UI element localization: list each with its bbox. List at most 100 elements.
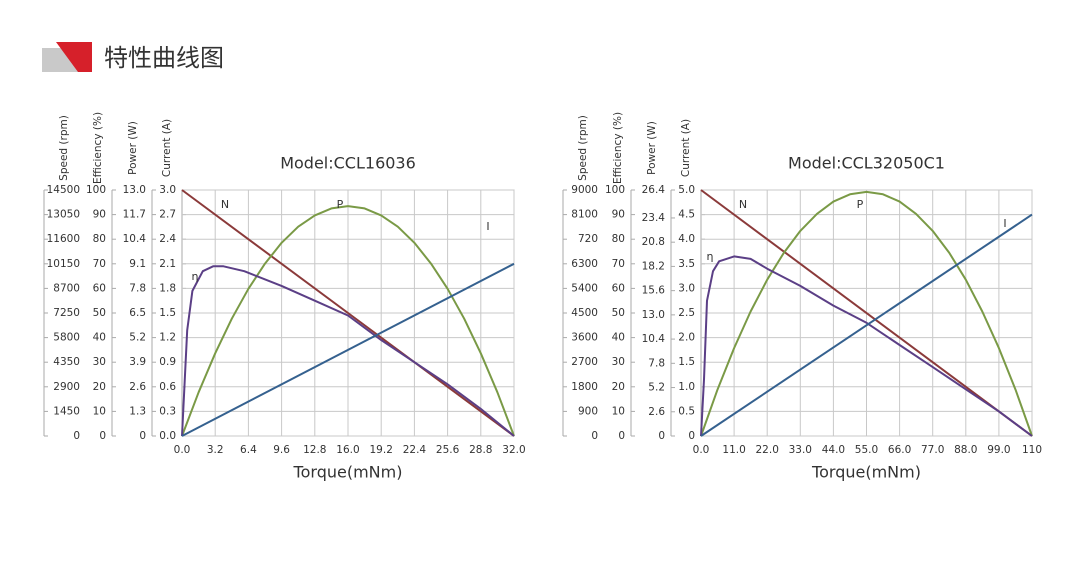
y-tick-label: 1800 <box>571 381 598 393</box>
series-line <box>700 213 1033 437</box>
series-line <box>700 189 1033 437</box>
y-tick-label: 50 <box>93 307 106 319</box>
y-tick-label: 40 <box>93 332 106 344</box>
y-tick-label: 70 <box>93 258 106 270</box>
y-tick-label: 5.2 <box>129 332 146 344</box>
y-tick-label: 8700 <box>53 282 80 294</box>
y-tick-label: 7.8 <box>648 357 665 369</box>
y-tick-label: 1.3 <box>129 405 146 417</box>
y-axis-title: Power (W) <box>646 121 658 175</box>
y-axis-title: Power (W) <box>127 121 139 175</box>
y-tick-label: 0 <box>688 430 695 442</box>
y-tick-label: 60 <box>93 282 106 294</box>
series-label: I <box>1003 217 1006 230</box>
x-tick-label: 110 <box>1022 444 1042 456</box>
y-tick-label: 13050 <box>47 209 80 221</box>
x-tick-label: 33.0 <box>789 444 812 456</box>
y-tick-label: 9000 <box>571 184 598 196</box>
x-axis-label: Torque(mNm) <box>293 463 403 482</box>
chart-title: Model:CCL32050C1 <box>788 154 945 173</box>
y-tick-label: 14500 <box>47 184 80 196</box>
y-tick-label: 0.0 <box>159 430 176 442</box>
y-tick-label: 6300 <box>571 258 598 270</box>
y-tick-label: 2.5 <box>678 307 695 319</box>
y-tick-label: 5.2 <box>648 382 665 394</box>
y-tick-label: 8100 <box>571 209 598 221</box>
y-tick-label: 5800 <box>53 332 80 344</box>
y-tick-label: 0 <box>99 430 106 442</box>
y-axis-title: Efficiency (%) <box>612 112 624 184</box>
x-tick-label: 6.4 <box>240 444 257 456</box>
x-tick-label: 3.2 <box>207 444 224 456</box>
series-line <box>181 205 515 437</box>
x-tick-label: 16.0 <box>336 444 359 456</box>
y-tick-label: 3.5 <box>678 258 695 270</box>
x-tick-label: 32.0 <box>502 444 525 456</box>
y-tick-label: 18.2 <box>642 260 665 272</box>
y-tick-label: 30 <box>93 356 106 368</box>
y-tick-label: 20 <box>93 381 106 393</box>
y-tick-label: 10150 <box>47 258 80 270</box>
y-tick-label: 80 <box>93 233 106 245</box>
y-tick-label: 3600 <box>571 332 598 344</box>
x-tick-label: 66.0 <box>888 444 911 456</box>
y-tick-label: 0.3 <box>159 405 176 417</box>
y-tick-label: 10 <box>612 405 625 417</box>
y-tick-label: 4.0 <box>678 233 695 245</box>
y-tick-label: 13.0 <box>123 184 146 196</box>
y-tick-label: 26.4 <box>642 184 666 196</box>
x-tick-label: 12.8 <box>303 444 326 456</box>
y-tick-label: 13.0 <box>642 309 665 321</box>
y-tick-label: 0 <box>658 430 665 442</box>
y-tick-label: 9.1 <box>129 258 146 270</box>
y-tick-label: 5.0 <box>678 184 695 196</box>
series-label: P <box>337 198 344 211</box>
y-axis-title: Current (A) <box>161 119 173 177</box>
y-tick-label: 30 <box>612 356 625 368</box>
y-tick-label: 2.6 <box>648 406 665 418</box>
y-tick-label: 7250 <box>53 307 80 319</box>
y-tick-label: 0 <box>139 430 146 442</box>
y-tick-label: 4350 <box>53 356 80 368</box>
x-tick-label: 44.0 <box>822 444 845 456</box>
y-tick-label: 6.5 <box>129 307 146 319</box>
y-tick-label: 23.4 <box>642 212 666 224</box>
y-axis-title: Current (A) <box>680 119 692 177</box>
y-tick-label: 1.8 <box>159 282 176 294</box>
y-tick-label: 3.9 <box>129 356 146 368</box>
y-tick-label: 7.8 <box>129 282 146 294</box>
series-line <box>181 265 515 437</box>
y-axis-title: Efficiency (%) <box>92 112 104 184</box>
y-tick-label: 2.7 <box>159 209 176 221</box>
x-tick-label: 22.4 <box>403 444 427 456</box>
y-tick-label: 2.6 <box>129 381 146 393</box>
y-tick-label: 3.0 <box>159 184 176 196</box>
series-line <box>181 189 515 437</box>
y-tick-label: 1450 <box>53 405 80 417</box>
y-tick-label: 90 <box>612 209 625 221</box>
y-tick-label: 0 <box>73 430 80 442</box>
y-tick-label: 80 <box>612 233 625 245</box>
y-tick-label: 5400 <box>571 282 598 294</box>
y-tick-label: 720 <box>578 233 598 245</box>
chart-title: Model:CCL16036 <box>280 154 416 173</box>
series-line <box>181 262 515 437</box>
x-tick-label: 55.0 <box>855 444 878 456</box>
y-tick-label: 100 <box>605 184 625 196</box>
header-icon-red <box>56 42 92 72</box>
x-tick-label: 22.0 <box>756 444 779 456</box>
y-tick-label: 15.6 <box>642 285 666 297</box>
y-tick-label: 2.1 <box>159 258 176 270</box>
series-label: P <box>857 198 864 211</box>
y-tick-label: 10.4 <box>123 233 147 245</box>
y-tick-label: 3.0 <box>678 282 695 294</box>
series-line <box>700 255 1033 437</box>
y-tick-label: 11.7 <box>123 209 146 221</box>
y-tick-label: 1.5 <box>678 356 695 368</box>
y-tick-label: 0 <box>618 430 625 442</box>
series-label: N <box>739 198 747 211</box>
y-axis-title: Speed (rpm) <box>577 115 589 181</box>
x-tick-label: 28.8 <box>469 444 492 456</box>
y-tick-label: 60 <box>612 282 625 294</box>
